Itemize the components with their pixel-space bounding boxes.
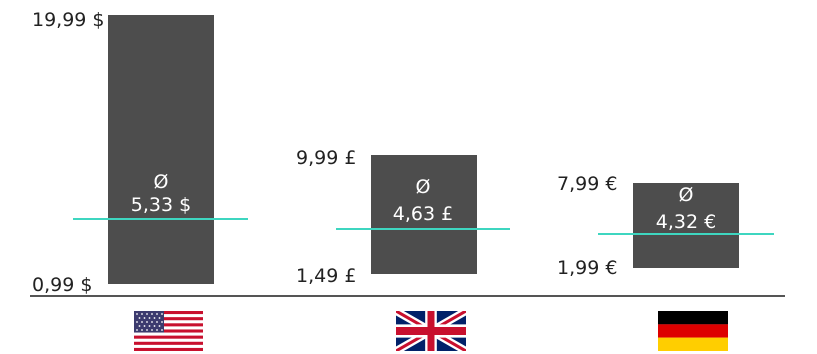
germany-avg-symbol: Ø: [679, 184, 694, 206]
uk-range-bar: [371, 155, 477, 274]
usa-avg-symbol: Ø: [154, 171, 169, 193]
uk-flag-icon: [396, 311, 466, 351]
us-flag-icon: [134, 311, 203, 351]
germany-max-label: 7,99 €: [557, 173, 617, 195]
usa-range-bar: [108, 15, 214, 284]
germany-min-label: 1,99 €: [557, 257, 617, 279]
usa-min-label: 0,99 $: [32, 274, 92, 296]
germany-avg-label: 4,32 €: [656, 211, 716, 233]
uk-avg-symbol: Ø: [416, 176, 431, 198]
usa-max-label: 19,99 $: [32, 9, 105, 31]
uk-max-label: 9,99 £: [296, 147, 356, 169]
uk-min-label: 1,49 £: [296, 265, 356, 287]
germany-range-bar: [633, 183, 739, 268]
uk-avg-label: 4,63 £: [393, 203, 453, 225]
germany-flag-icon: [658, 311, 728, 351]
usa-avg-label: 5,33 $: [131, 194, 191, 216]
